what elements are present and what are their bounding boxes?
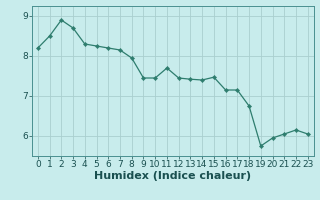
X-axis label: Humidex (Indice chaleur): Humidex (Indice chaleur) xyxy=(94,171,252,181)
